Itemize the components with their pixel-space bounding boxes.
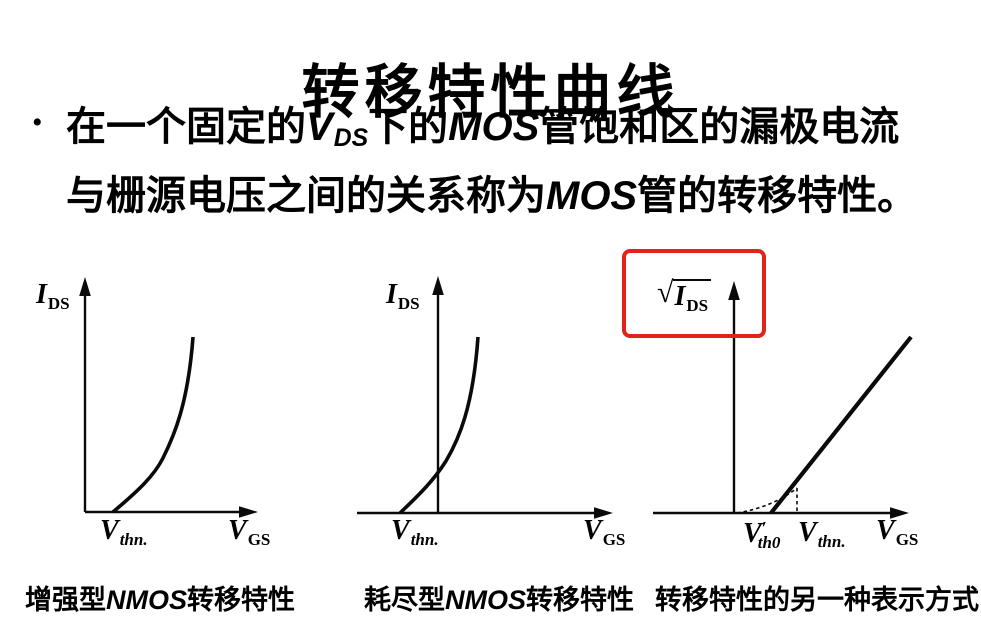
math-variable: V (583, 515, 602, 546)
math-subscript: GS (602, 529, 626, 549)
math-variable: V (391, 515, 410, 546)
depletion-nmos-plot (357, 276, 613, 519)
text-run: 与栅源电压之间的关系称为 (66, 173, 546, 219)
text-run: 下的 (368, 104, 449, 149)
caption-enhancement-nmos: 增强型NMOS转移特性 (25, 578, 295, 617)
radical-sign: √ (657, 276, 674, 309)
math-expression: VGS (228, 517, 270, 548)
math-expression: IDS (386, 281, 420, 312)
caption-sqrt-representation: 转移特性的另一种表示方式 (655, 578, 979, 617)
text-run: MOS (448, 105, 540, 149)
text-run: 增强型 (25, 585, 106, 615)
math-expression: VGS (583, 517, 625, 548)
math-expression: Vthn. (798, 519, 846, 550)
math-variable: V (876, 515, 895, 546)
math-variable: V (100, 515, 119, 546)
math-expression: IDS (36, 281, 70, 312)
bullet-line-1: 在一个固定的VDS下的MOS管饱和区的漏极电流 (66, 98, 968, 167)
math-variable: I (674, 281, 686, 312)
g2-y-axis-label: IDS (386, 281, 420, 312)
page-title: 转移特性曲线 (301, 59, 680, 125)
math-subscript: thn. (119, 529, 148, 549)
text-run: NMOS (106, 585, 187, 615)
g3-x-axis-arrow-icon (890, 507, 909, 519)
math-subscript: th0 (757, 533, 781, 553)
g1-transfer-curve (111, 336, 195, 514)
g2-transfer-curve (398, 336, 480, 515)
highlight-box (622, 249, 766, 338)
subscript: DS (333, 125, 369, 153)
math-expression: VGS (876, 517, 918, 548)
math-subscript: GS (895, 529, 919, 549)
text-run: VDS (306, 105, 369, 153)
math-expression: V′th0 (743, 519, 780, 551)
g3-y-axis-arrow-icon (728, 281, 740, 300)
math-subscript: DS (686, 295, 709, 315)
text-run: 转移特性的另一种表示方式 (655, 585, 979, 615)
g2-threshold-label: Vthn. (391, 517, 439, 548)
text-run: MOS (546, 174, 638, 219)
math-subscript: GS (247, 529, 271, 549)
g3-x-axis-label: VGS (876, 517, 918, 548)
g1-x-axis-arrow-icon (239, 506, 258, 518)
caption-depletion-nmos: 耗尽型NMOS转移特性 (364, 578, 634, 617)
math-expression: IDS (673, 279, 712, 315)
math-variable: V (743, 518, 762, 550)
g2-x-axis-label: VGS (583, 517, 625, 548)
g1-y-axis-label: IDS (36, 281, 70, 312)
text-run: 在一个固定的 (66, 104, 306, 149)
text-run: 转移特性 (187, 585, 295, 615)
math-subscript: thn. (410, 529, 439, 549)
text-run: NMOS (445, 585, 526, 615)
sqrt-representation-plot (653, 281, 913, 519)
math-subscript: DS (47, 293, 70, 313)
math-variable: I (36, 279, 47, 310)
text-run: 耗尽型 (364, 585, 445, 615)
enhancement-nmos-plot (79, 277, 258, 518)
bullet-text: 在一个固定的VDS下的MOS管饱和区的漏极电流 与栅源电压之间的关系称为MOS管… (66, 98, 968, 225)
math-variable: V (228, 515, 247, 546)
g3-linear-fit-line (769, 335, 913, 515)
math-variable: V (798, 517, 817, 548)
g2-y-axis-arrow-icon (432, 276, 444, 295)
text-run: 转移特性 (526, 585, 634, 615)
g3-y-axis-label: √IDS (657, 276, 712, 315)
g3-threshold0-label: V′th0 (743, 519, 780, 551)
g1-threshold-label: Vthn. (100, 517, 148, 548)
g3-thresholdn-label: Vthn. (798, 519, 846, 550)
g1-x-axis-label: VGS (228, 517, 270, 548)
g3-subthreshold-dotted-curve (736, 487, 798, 514)
math-subscript: DS (397, 293, 420, 313)
math-subscript: thn. (817, 531, 846, 551)
g2-x-axis-arrow-icon (594, 507, 613, 519)
math-expression: Vthn. (391, 517, 439, 548)
bullet-line-2: 与栅源电压之间的关系称为MOS管的转移特性。 (66, 167, 968, 225)
text-run: 管的转移特性。 (637, 173, 918, 219)
bullet-point: • 在一个固定的VDS下的MOS管饱和区的漏极电流 与栅源电压之间的关系称为MO… (28, 98, 968, 225)
g1-y-axis-arrow-icon (79, 277, 91, 296)
math-expression: Vthn. (100, 517, 148, 548)
text-run: 管饱和区的漏极电流 (539, 104, 900, 149)
prime-mark: ′ (761, 518, 767, 538)
bullet-marker: • (32, 106, 43, 139)
math-variable: I (386, 279, 397, 310)
